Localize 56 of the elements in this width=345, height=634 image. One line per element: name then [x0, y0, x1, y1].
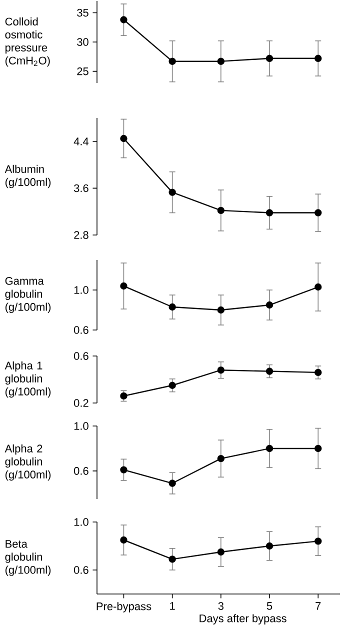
- y-tick-label: 0.6: [74, 566, 88, 574]
- point: [314, 444, 322, 452]
- point: [266, 368, 274, 375]
- y-axis-title: Alpha 1 globulin (g/100ml): [4, 361, 51, 398]
- point: [314, 54, 322, 62]
- x-tick-label: 5: [266, 602, 272, 610]
- point: [168, 480, 176, 487]
- point: [217, 206, 225, 214]
- point: [266, 301, 274, 309]
- x-tick-label: 3: [218, 602, 224, 610]
- point: [266, 54, 274, 62]
- y-tick-label: 30: [77, 38, 88, 46]
- y-axis-title: Beta globulin (g/100ml): [5, 540, 51, 576]
- point: [168, 556, 176, 563]
- point: [314, 368, 322, 376]
- point: [217, 58, 225, 65]
- point: [314, 538, 322, 545]
- point: [217, 306, 225, 314]
- point: [266, 542, 274, 550]
- point: [266, 444, 274, 452]
- y-tick-label: 1.0: [74, 518, 88, 526]
- y-axis-title: Colloid osmotic pressure (CmH$_{2}$O): [5, 17, 50, 67]
- x-axis-title: Days after bypass: [200, 614, 286, 624]
- point: [168, 58, 176, 65]
- point: [217, 366, 225, 374]
- y-axis-title: Albumin (g/100ml): [4, 164, 51, 188]
- point: [120, 16, 128, 24]
- point: [120, 536, 128, 544]
- point: [120, 392, 128, 400]
- point: [168, 188, 176, 196]
- y-tick-label: 3.6: [74, 184, 88, 192]
- point: [314, 209, 322, 216]
- point: [168, 382, 176, 389]
- point: [168, 303, 176, 311]
- point: [217, 548, 225, 556]
- y-tick-label: 35: [77, 8, 88, 17]
- x-tick-label: Pre-bypass: [96, 602, 152, 612]
- y-tick-label: 0.6: [74, 326, 88, 334]
- point: [266, 209, 274, 216]
- y-tick-label: 4.4: [74, 138, 89, 146]
- y-tick-label: 2.8: [74, 231, 88, 239]
- x-tick-label: 1: [170, 602, 175, 610]
- y-tick-label: 1.0: [74, 422, 88, 430]
- point: [120, 282, 128, 290]
- point: [314, 283, 322, 291]
- y-tick-label: 0.2: [74, 399, 88, 407]
- y-tick-label: 0.6: [74, 352, 88, 360]
- point: [217, 454, 225, 462]
- y-tick-label: 0.6: [74, 467, 88, 475]
- point: [120, 134, 128, 142]
- y-axis-title: Gamma globulin (g/100ml): [5, 277, 51, 313]
- x-tick-label: 7: [316, 602, 321, 610]
- y-axis-title: Alpha 2 globulin (g/100ml): [4, 444, 51, 481]
- point: [120, 466, 128, 474]
- y-tick-label: 1.0: [74, 286, 88, 294]
- y-tick-label: 25: [77, 67, 88, 76]
